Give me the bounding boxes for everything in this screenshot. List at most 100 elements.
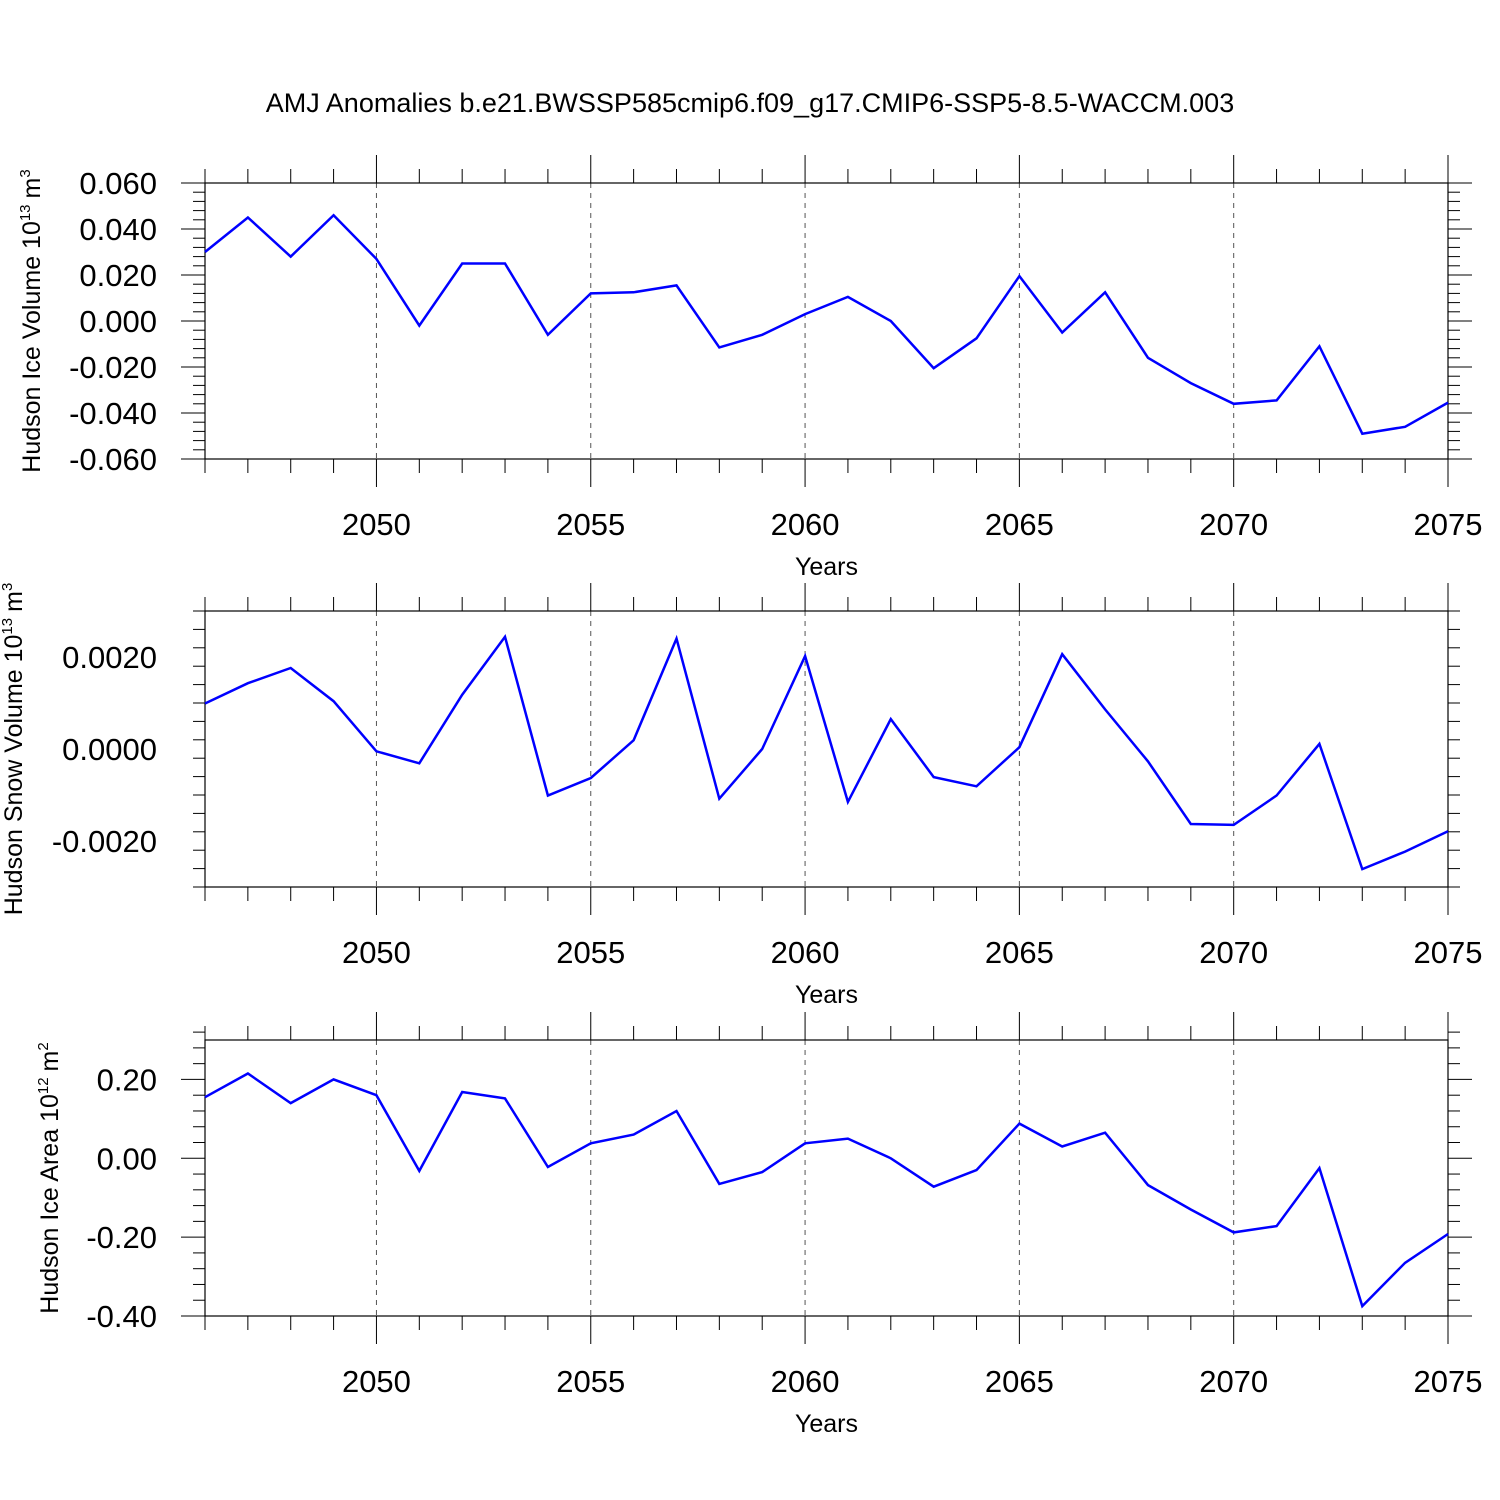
- data-point: [1146, 1183, 1150, 1187]
- x-tick-label: 2075: [1414, 935, 1483, 970]
- x-tick-label: 2050: [342, 935, 411, 970]
- data-point: [503, 635, 507, 639]
- data-point: [546, 1165, 550, 1169]
- y-tick-label: -0.060: [69, 442, 157, 477]
- data-point: [332, 1077, 336, 1081]
- y-tick-label: 0.00: [97, 1141, 157, 1176]
- data-point: [932, 775, 936, 779]
- x-tick-label: 2055: [556, 507, 625, 542]
- data-point: [1317, 1166, 1321, 1170]
- plot-frame: [204, 182, 1449, 460]
- y-tick-label: 0.040: [79, 212, 157, 247]
- data-point: [717, 1182, 721, 1186]
- data-point: [717, 345, 721, 349]
- data-point: [674, 283, 678, 287]
- y-tick-label: 0.0000: [62, 732, 157, 767]
- data-point: [1060, 1144, 1064, 1148]
- data-point: [1103, 1131, 1107, 1135]
- data-point: [1446, 829, 1450, 833]
- data-point: [289, 1101, 293, 1105]
- data-point: [203, 1095, 207, 1099]
- data-point: [589, 291, 593, 295]
- data-point: [760, 747, 764, 751]
- data-point: [460, 1090, 464, 1094]
- data-point: [846, 1137, 850, 1141]
- data-point: [460, 693, 464, 697]
- y-tick-label: 0.0020: [62, 640, 157, 675]
- data-point: [1060, 331, 1064, 335]
- x-tick-label: 2050: [342, 507, 411, 542]
- y-axis-label-exponent: 13: [0, 618, 16, 635]
- x-tick-label: 2065: [985, 507, 1054, 542]
- x-axis-label: Years: [795, 981, 858, 1009]
- data-point: [1017, 1122, 1021, 1126]
- series-line: [204, 633, 1449, 871]
- x-axis-label: Years: [795, 553, 858, 581]
- y-axis-label-unit-exponent: 3: [0, 583, 16, 591]
- y-axis-label: Hudson Ice Volume 1013 m3: [17, 169, 46, 472]
- data-point: [1232, 402, 1236, 406]
- y-axis-label-unit-exponent: 2: [35, 1042, 52, 1050]
- data-point: [332, 699, 336, 703]
- data-point: [846, 295, 850, 299]
- data-point: [1446, 1232, 1450, 1236]
- data-point: [246, 216, 250, 220]
- x-tick-label: 2060: [771, 935, 840, 970]
- x-tick-label: 2055: [556, 1364, 625, 1399]
- data-point: [546, 793, 550, 797]
- data-point: [1317, 344, 1321, 348]
- x-tick-label: 2050: [342, 1364, 411, 1399]
- y-axis-label-unit: m: [18, 178, 46, 199]
- y-axis-label-exponent: 13: [17, 204, 34, 221]
- data-point: [1317, 742, 1321, 746]
- data-point: [1403, 1261, 1407, 1265]
- data-point: [1232, 823, 1236, 827]
- data-point: [889, 717, 893, 721]
- y-tick-label: -0.0020: [52, 824, 157, 859]
- data-point: [932, 1185, 936, 1189]
- data-point: [1403, 850, 1407, 854]
- chart-title: AMJ Anomalies b.e21.BWSSP585cmip6.f09_g1…: [266, 88, 1234, 118]
- x-tick-label: 2070: [1199, 935, 1268, 970]
- data-point: [1360, 1304, 1364, 1308]
- data-point: [1232, 1230, 1236, 1234]
- y-tick-label: 0.000: [79, 304, 157, 339]
- y-axis-label-main: Hudson Ice Volume 10: [18, 221, 46, 473]
- data-point: [1275, 793, 1279, 797]
- data-point: [1189, 822, 1193, 826]
- y-axis-label-unit: m: [0, 591, 28, 612]
- series-line: [204, 1072, 1449, 1309]
- x-tick-label: 2070: [1199, 507, 1268, 542]
- x-tick-label: 2075: [1414, 1364, 1483, 1399]
- y-tick-label: 0.020: [79, 258, 157, 293]
- data-point: [1189, 381, 1193, 385]
- y-axis-label: Hudson Ice Area 1012 m2: [35, 1042, 64, 1313]
- plot-frame: [204, 1039, 1449, 1317]
- y-axis-label-main: Hudson Ice Area 10: [36, 1094, 64, 1314]
- panel-3: 0.20 0.00 -0.20 -0.40 2050 2055 2060 2065 2070 20…: [35, 1012, 1482, 1438]
- x-tick-label: 2060: [771, 1364, 840, 1399]
- data-point: [374, 1093, 378, 1097]
- panel-1: 0.060 0.040 0.020 0.000 -0.020 -0.040 -0.060 20…: [17, 155, 1482, 581]
- series-line: [204, 213, 1449, 436]
- data-point: [674, 637, 678, 641]
- data-point: [803, 654, 807, 658]
- data-point: [1017, 745, 1021, 749]
- y-axis-label-unit: m: [36, 1051, 64, 1072]
- data-point: [546, 333, 550, 337]
- data-point: [932, 366, 936, 370]
- data-point: [203, 701, 207, 705]
- data-point: [632, 738, 636, 742]
- y-tick-label: -0.040: [69, 396, 157, 431]
- x-tick-label: 2065: [985, 1364, 1054, 1399]
- data-point: [1017, 274, 1021, 278]
- data-point: [1103, 290, 1107, 294]
- data-point: [803, 1141, 807, 1145]
- y-tick-label: 0.20: [97, 1062, 157, 1097]
- data-point: [589, 1141, 593, 1145]
- data-point: [1103, 707, 1107, 711]
- data-point: [975, 1168, 979, 1172]
- data-point: [417, 1169, 421, 1173]
- data-point: [889, 319, 893, 323]
